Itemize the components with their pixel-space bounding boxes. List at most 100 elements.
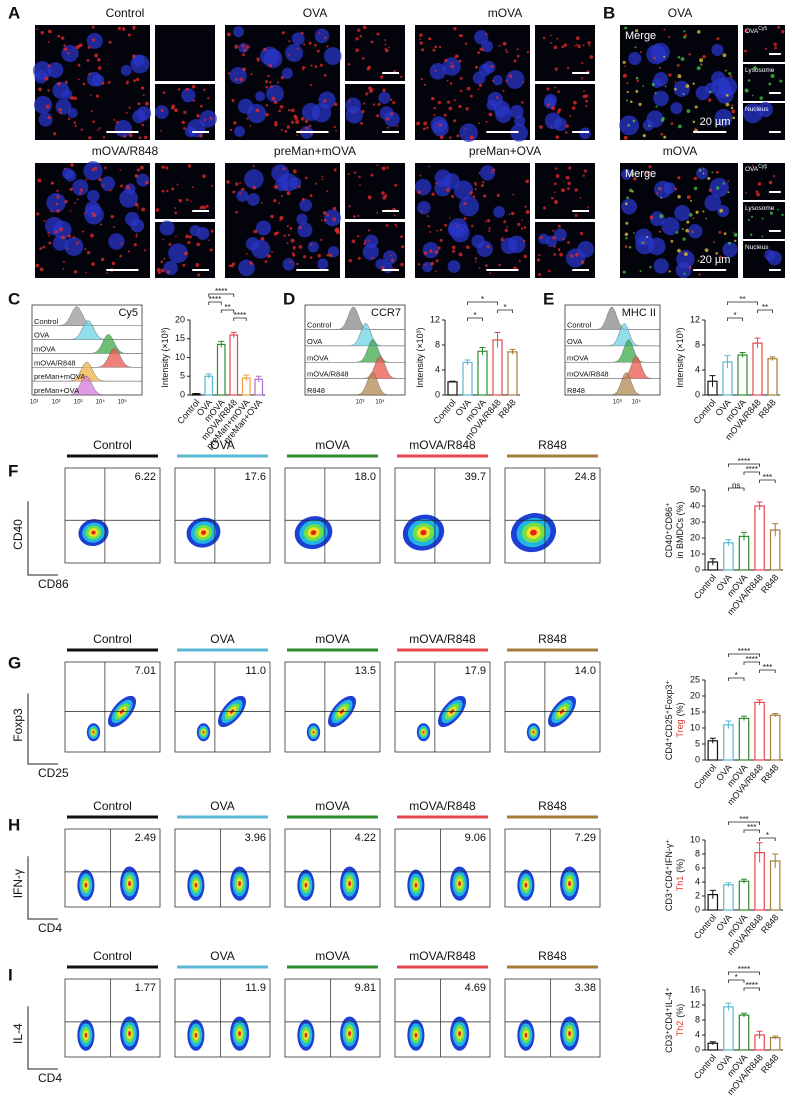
puncta <box>270 85 273 88</box>
puncta <box>252 185 257 190</box>
puncta <box>394 183 398 187</box>
puncta <box>381 266 385 270</box>
puncta <box>463 217 467 221</box>
axis-arrow <box>27 693 58 765</box>
puncta <box>643 241 646 244</box>
nucleus <box>544 112 562 130</box>
puncta <box>47 89 50 92</box>
error-bar <box>709 558 716 566</box>
puncta <box>696 66 701 71</box>
puncta <box>120 242 123 245</box>
y-tick-label: 16 <box>690 984 700 994</box>
puncta <box>396 124 399 127</box>
significance-label: **** <box>746 655 758 664</box>
puncta <box>178 198 183 203</box>
puncta <box>471 224 474 228</box>
puncta <box>688 266 692 269</box>
puncta <box>469 191 473 195</box>
puncta <box>235 210 239 214</box>
puncta <box>699 63 702 66</box>
puncta <box>182 263 186 267</box>
puncta <box>44 76 49 81</box>
puncta <box>64 80 68 84</box>
histogram-tick: 10³ <box>613 400 622 406</box>
density <box>238 881 242 887</box>
puncta <box>385 224 389 227</box>
puncta <box>723 232 727 235</box>
puncta <box>210 229 214 233</box>
histogram-tick: 10⁵ <box>118 399 128 406</box>
puncta <box>88 136 92 140</box>
group-title: mOVA <box>315 949 349 963</box>
puncta <box>577 44 581 49</box>
puncta <box>67 234 71 238</box>
y-tick-label: 0 <box>695 564 700 574</box>
puncta <box>688 53 691 56</box>
puncta <box>466 245 470 249</box>
panel-label: D <box>283 289 295 308</box>
y-axis-label-part: CD3⁺CD4⁺IFN-γ⁺ <box>664 839 674 912</box>
histogram-tick: 10⁴ <box>96 399 106 406</box>
puncta <box>674 87 677 91</box>
puncta <box>421 210 423 213</box>
puncta <box>82 82 86 86</box>
puncta <box>469 135 474 140</box>
significance-bracket <box>497 309 513 313</box>
histogram-label: mOVA <box>34 344 56 353</box>
puncta <box>192 99 196 102</box>
puncta <box>693 176 698 181</box>
nucleus <box>108 233 125 250</box>
puncta <box>417 190 422 194</box>
quadrant-value: 17.6 <box>245 471 266 483</box>
puncta <box>249 261 253 265</box>
puncta <box>456 134 460 138</box>
puncta <box>632 119 636 123</box>
puncta <box>458 104 462 109</box>
puncta <box>45 104 50 109</box>
y-tick-label: 0 <box>180 389 185 399</box>
histogram-label: preMan+OVA <box>34 386 79 395</box>
puncta <box>187 240 191 245</box>
puncta <box>677 124 682 129</box>
puncta <box>478 172 481 174</box>
y-axis-label-part: (%) <box>675 859 685 873</box>
puncta <box>253 229 258 234</box>
puncta <box>286 191 291 196</box>
puncta <box>276 231 280 235</box>
significance-label: ** <box>739 295 745 304</box>
puncta <box>264 260 268 263</box>
puncta <box>202 174 206 179</box>
density <box>458 1031 462 1037</box>
puncta <box>144 101 149 106</box>
puncta <box>556 37 559 40</box>
puncta <box>668 35 671 38</box>
puncta <box>85 178 88 181</box>
micrograph <box>535 25 595 81</box>
y-tick-label: 40 <box>690 500 700 510</box>
puncta <box>465 107 469 111</box>
nucleus <box>711 43 724 57</box>
puncta <box>289 227 293 230</box>
group-title: mOVA/R848 <box>409 438 476 452</box>
puncta <box>458 34 462 38</box>
puncta <box>725 94 729 97</box>
puncta <box>642 85 645 87</box>
puncta <box>482 181 485 184</box>
nucleus <box>492 74 503 86</box>
puncta <box>242 67 246 71</box>
puncta <box>359 184 361 186</box>
puncta <box>39 267 44 272</box>
puncta <box>550 125 553 128</box>
puncta <box>423 127 426 131</box>
error-bar <box>772 853 779 868</box>
nucleus <box>676 250 695 269</box>
puncta <box>517 222 521 227</box>
puncta <box>286 242 289 245</box>
significance-label: **** <box>738 457 750 466</box>
puncta <box>186 198 189 202</box>
quadrant-value: 17.9 <box>465 665 486 677</box>
significance-label: * <box>481 295 484 304</box>
puncta <box>102 136 106 139</box>
plot-frame <box>284 467 381 564</box>
puncta <box>702 54 706 59</box>
